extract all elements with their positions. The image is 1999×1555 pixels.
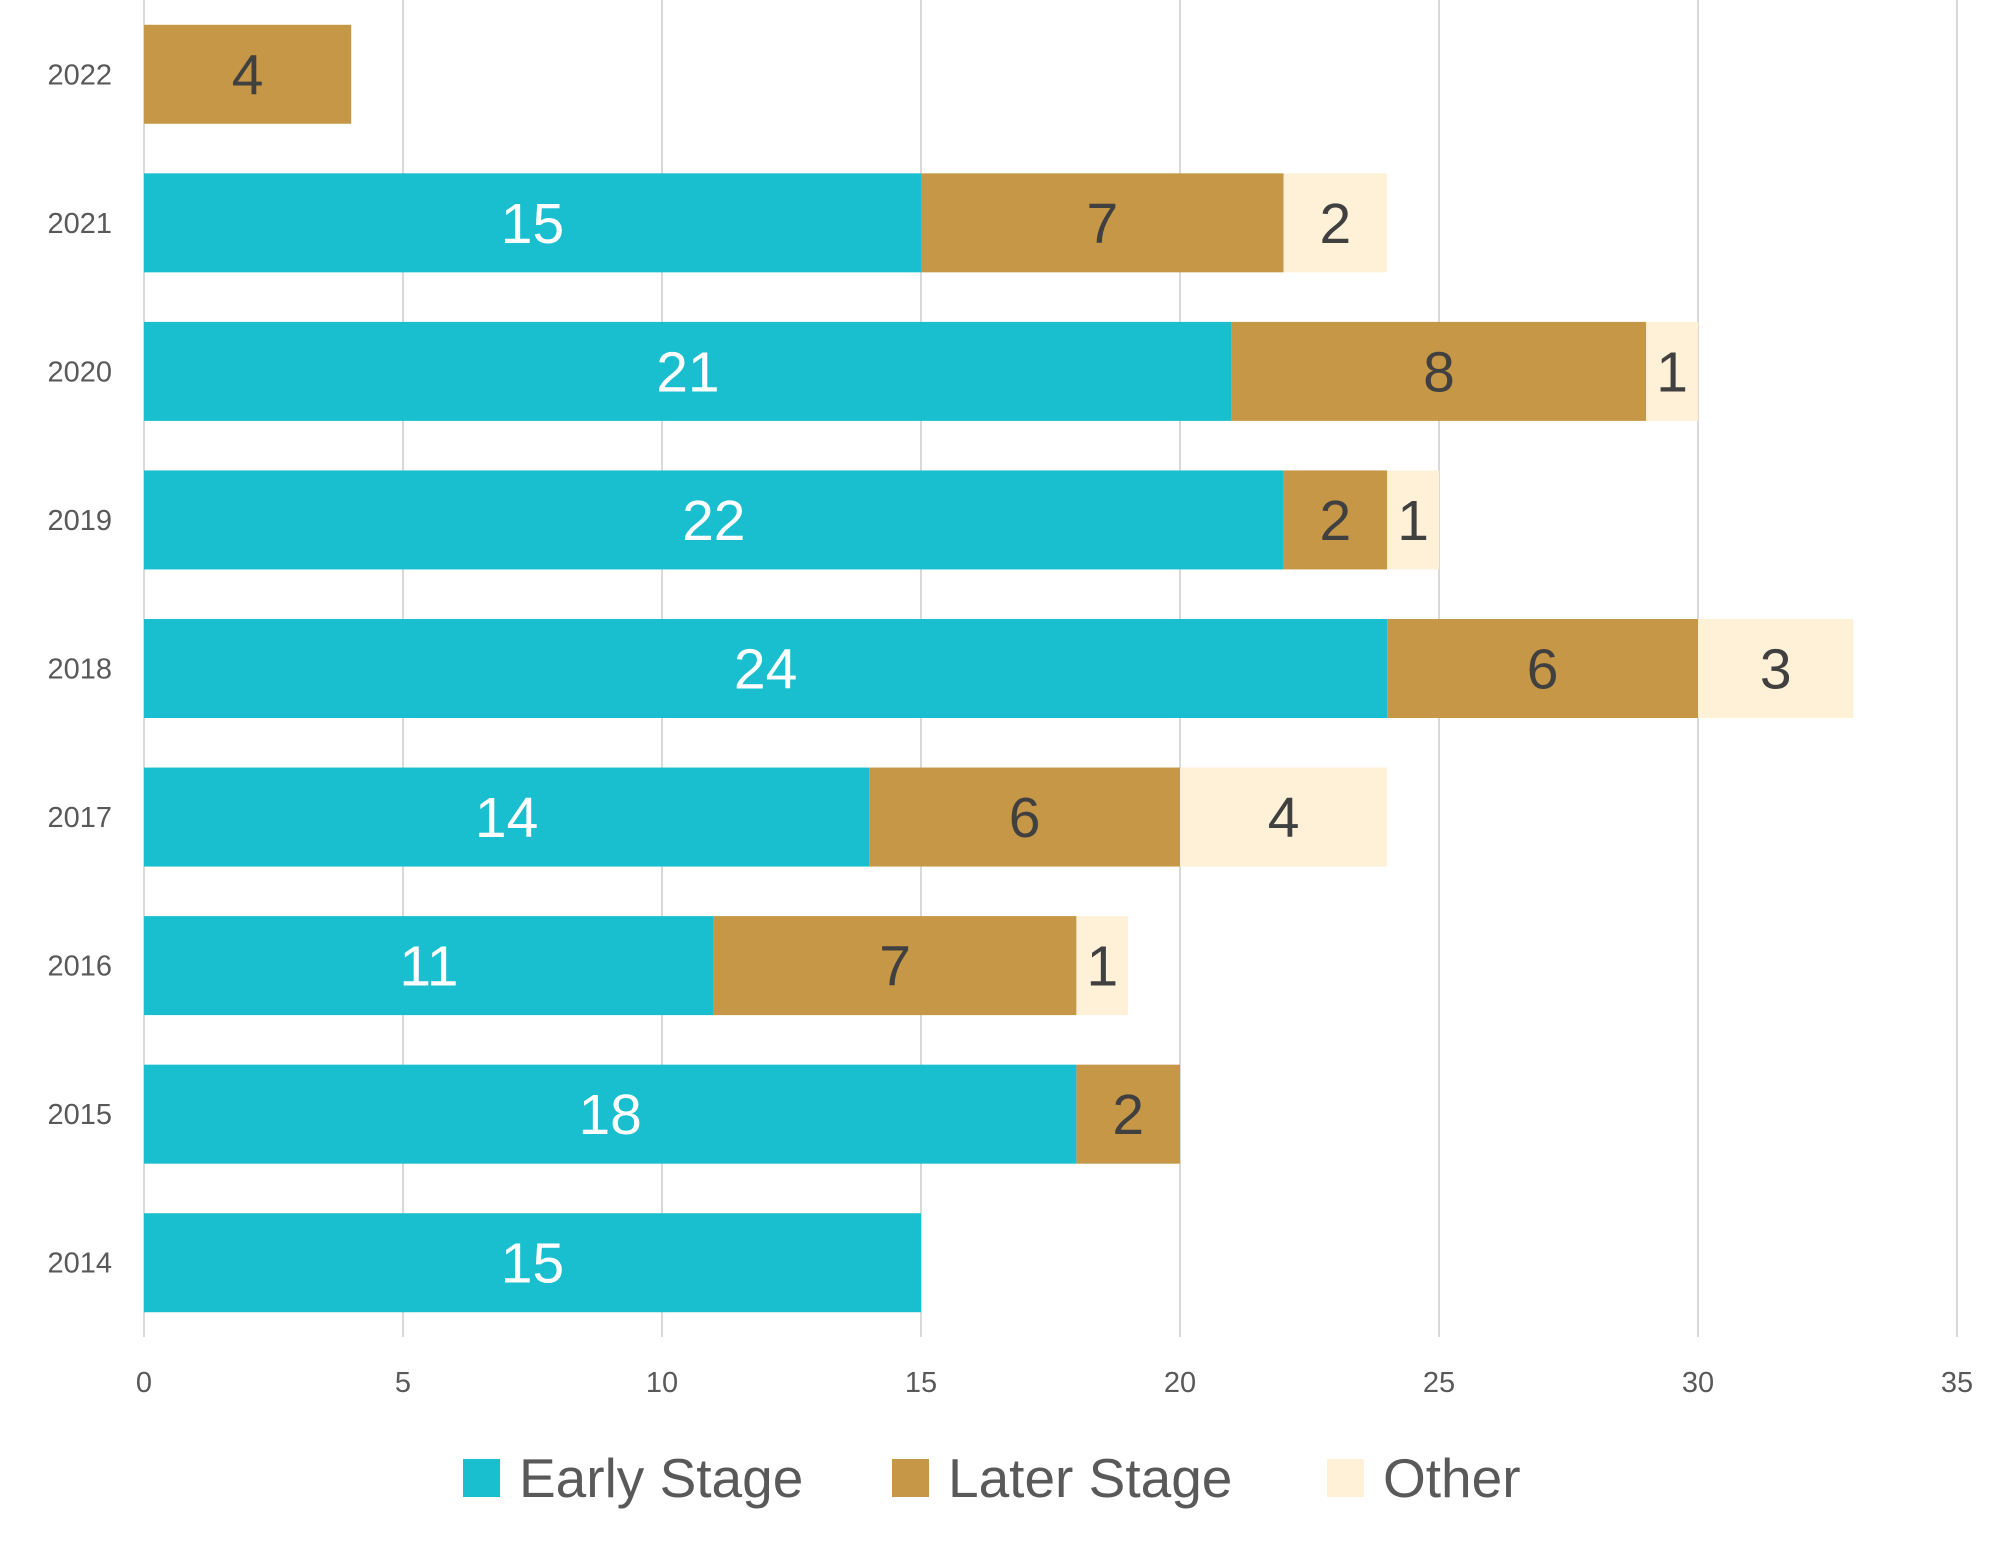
category-label: 2021 [47,208,112,240]
data-label: 24 [734,638,797,702]
data-label: 11 [399,935,458,999]
value-axis: 0 5 10 15 20 25 30 35 [136,1367,1973,1399]
category-label: 2015 [47,1099,112,1131]
legend-label: Later Stage [948,1447,1233,1509]
data-label: 1 [1656,340,1688,404]
bar-segment-early-stage [144,1064,1077,1164]
category-label: 2022 [47,59,112,91]
bar-segment-early-stage [144,767,870,867]
data-label: 14 [475,786,538,850]
bar-segment-later-stage [1076,1064,1180,1164]
legend-label: Other [1383,1447,1521,1509]
data-label: 21 [656,340,719,404]
x-tick-label: 25 [1423,1367,1455,1399]
data-label: 3 [1760,638,1792,702]
data-label: 2 [1320,192,1352,256]
data-label: 15 [501,1232,564,1296]
x-tick-label: 10 [646,1367,678,1399]
data-labels: 415 7 221 8 122 2 124 6 314 6 411 7 118 215 [232,43,1792,1295]
category-axis: 2022 2021 2020 2019 2018 2017 2016 2015 2014 [47,59,112,1279]
bar-segment-later-stage [1231,321,1647,421]
category-label: 2019 [47,505,112,537]
legend-swatch [1327,1459,1364,1497]
bar-segment-later-stage [869,767,1180,867]
x-tick-label: 20 [1164,1367,1196,1399]
bars [144,24,1854,1313]
bar-segment-later-stage [1387,619,1698,718]
bar-segment-early-stage [144,321,1232,421]
data-label: 18 [578,1083,641,1147]
x-tick-label: 35 [1941,1367,1973,1399]
category-label: 2016 [47,951,112,983]
data-label: 6 [1527,638,1559,702]
category-label: 2018 [47,654,112,686]
x-tick-label: 5 [395,1367,411,1399]
data-label: 15 [501,192,564,256]
category-label: 2014 [47,1248,112,1280]
category-label: 2017 [47,802,112,834]
data-label: 2 [1320,489,1352,553]
bar-segment-other [1646,321,1698,421]
x-tick-label: 0 [136,1367,152,1399]
data-label: 2 [1112,1083,1144,1147]
bar-segment-early-stage [144,1213,921,1313]
bar-segment-other [1698,619,1854,718]
bar-segment-later-stage [921,173,1284,273]
data-label: 8 [1423,340,1455,404]
data-label: 4 [232,43,264,107]
data-label: 6 [1009,786,1041,850]
bar-segment-early-stage [144,916,714,1016]
data-label: 1 [1086,935,1118,999]
data-label: 22 [682,489,745,553]
bar-segment-early-stage [144,173,921,273]
data-label: 1 [1397,489,1429,553]
legend-swatch [463,1459,500,1497]
legend-label: Early Stage [519,1447,804,1509]
bar-segment-early-stage [144,619,1388,718]
bar-segment-early-stage [144,470,1284,570]
legend-swatch [892,1459,929,1497]
bar-segment-other [1387,470,1439,570]
data-label: 7 [1086,192,1118,256]
data-label: 4 [1268,786,1300,850]
category-label: 2020 [47,356,112,388]
bar-segment-later-stage [713,916,1077,1016]
bar-segment-other [1076,916,1129,1016]
x-tick-label: 15 [905,1367,937,1399]
bar-segment-other [1180,767,1388,867]
data-label: 7 [879,935,911,999]
legend: Early Stage Later Stage Other [0,1440,1999,1520]
bar-segment-other [1283,173,1388,273]
x-tick-label: 30 [1682,1367,1714,1399]
bar-segment-later-stage [144,24,352,124]
bar-segment-later-stage [1283,470,1388,570]
